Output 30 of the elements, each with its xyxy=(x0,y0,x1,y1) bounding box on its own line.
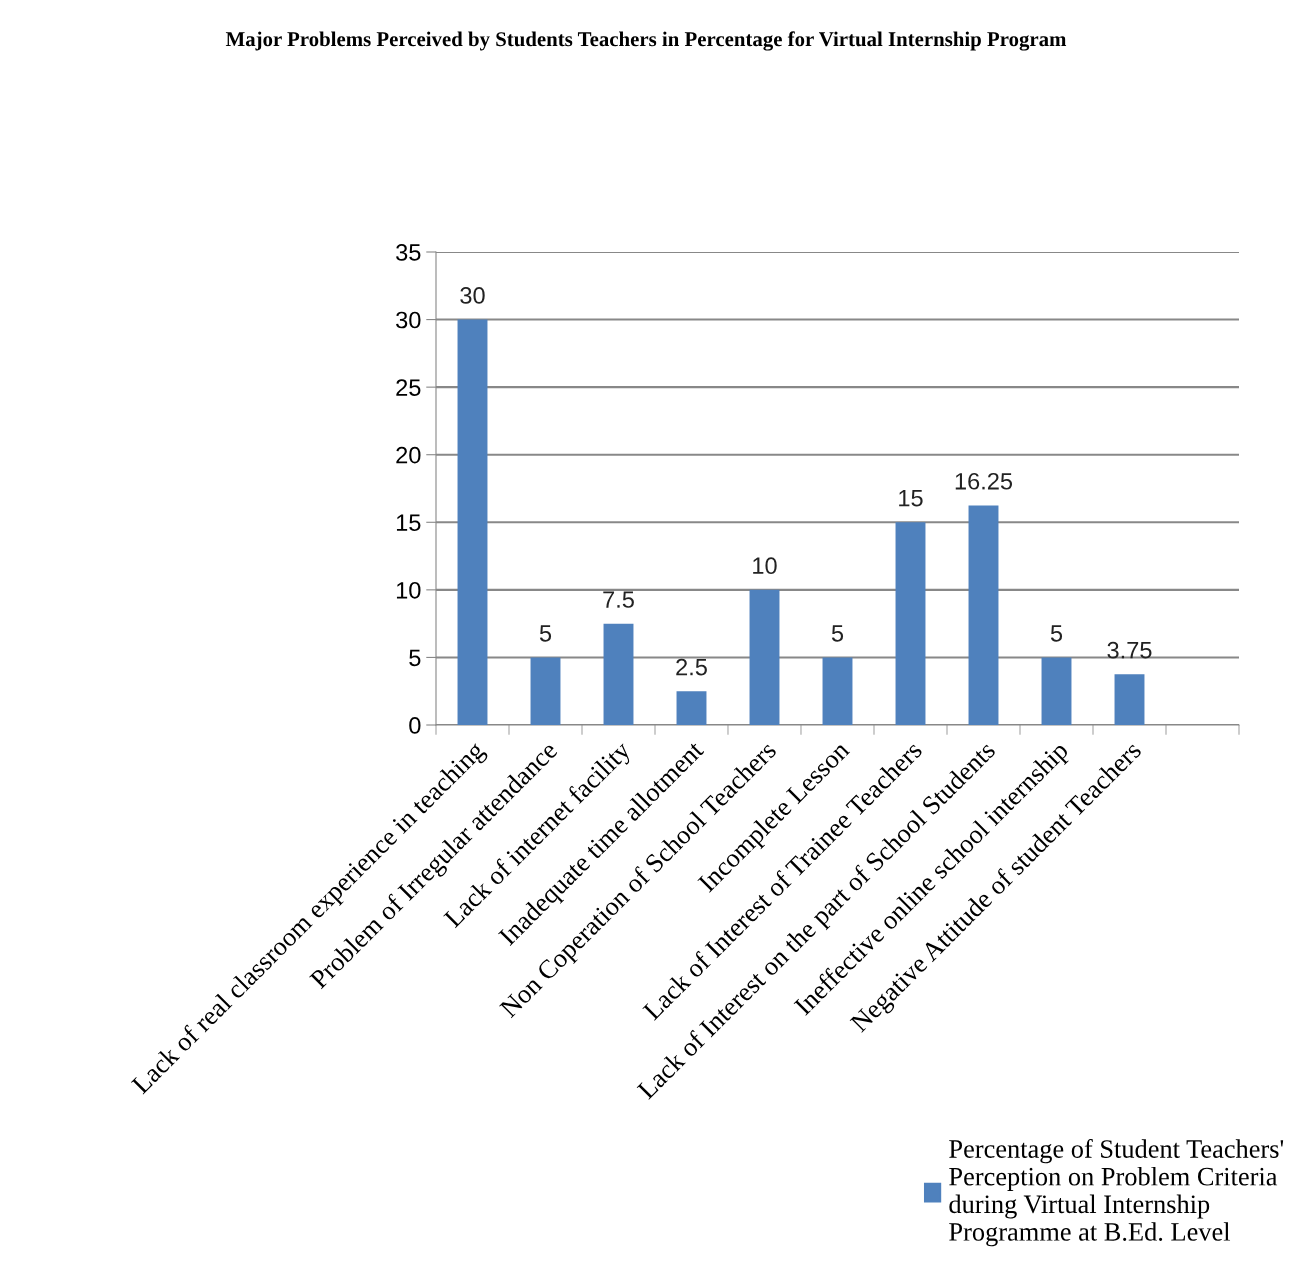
data-label: 7.5 xyxy=(603,591,634,608)
data-label: 2.5 xyxy=(676,658,707,676)
data-label: 5 xyxy=(539,625,552,642)
data-label: 3.75 xyxy=(1107,641,1152,659)
data-label: 5 xyxy=(1050,625,1063,642)
chart-title: Major Problems Perceived by Students Teachers in Percentage for Virtual Internship Program xyxy=(225,31,1067,51)
bar xyxy=(530,657,561,725)
y-tick-label: 5 xyxy=(409,649,421,667)
y-tick-label: 35 xyxy=(396,244,421,261)
bar xyxy=(895,522,926,725)
y-tick-label: 0 xyxy=(409,717,421,734)
y-tick-label: 20 xyxy=(396,446,421,464)
bar xyxy=(749,589,780,725)
data-label: 10 xyxy=(753,557,777,575)
y-tick-label: 15 xyxy=(396,514,421,532)
legend-label: Percentage of Student Teachers' Perception on Problem Criteria during Virtual Internship Programme at B.Ed. Level xyxy=(949,1139,1284,1247)
y-tick-label: 30 xyxy=(396,311,421,329)
data-label: 30 xyxy=(460,287,485,304)
bar xyxy=(968,505,999,725)
y-tick-label: 25 xyxy=(396,379,421,396)
data-label: 15 xyxy=(899,490,923,507)
bar xyxy=(822,657,853,725)
bar xyxy=(603,623,634,725)
bar xyxy=(676,691,707,725)
y-tick-label: 10 xyxy=(396,581,421,599)
bar xyxy=(1041,657,1072,725)
bar xyxy=(1114,674,1145,725)
data-label: 5 xyxy=(831,625,844,642)
data-label: 16.25 xyxy=(955,472,1013,490)
bar xyxy=(457,319,488,725)
